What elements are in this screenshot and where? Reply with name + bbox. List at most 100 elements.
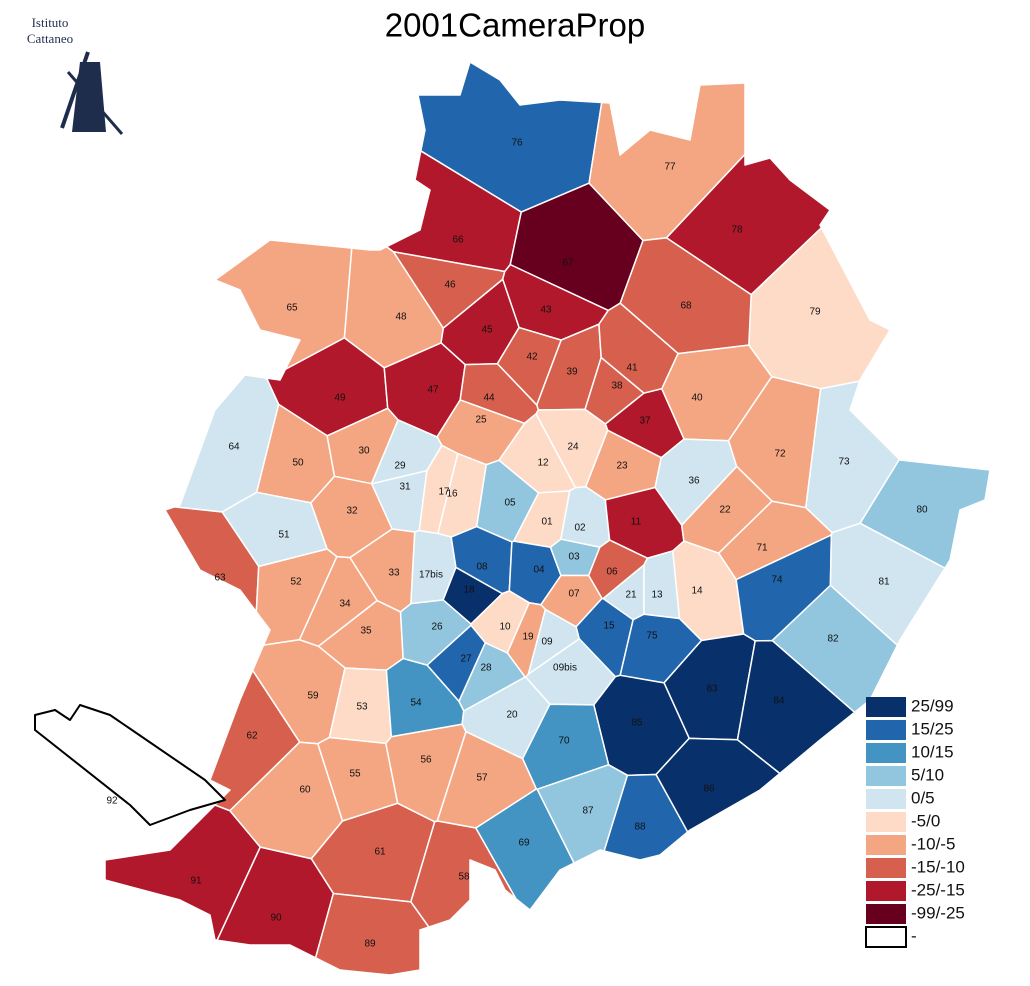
- legend-label: -25/-15: [911, 880, 965, 899]
- zone-label: 17bis: [419, 570, 443, 581]
- zone-label: 77: [664, 162, 676, 173]
- zone-label: 14: [691, 586, 703, 597]
- zone-label: 21: [625, 590, 637, 601]
- legend-swatch: [865, 926, 907, 948]
- zone-label: 70: [558, 736, 570, 747]
- zone-label: 23: [616, 461, 628, 472]
- map-title: 2001CameraProp: [385, 7, 646, 44]
- zone-label: 92: [106, 796, 118, 807]
- zone-label: 56: [420, 755, 432, 766]
- legend-label: -10/-5: [911, 834, 955, 853]
- zone-label: 68: [680, 301, 692, 312]
- zone-label: 37: [639, 416, 651, 427]
- zone-label: 65: [286, 303, 298, 314]
- legend-swatch: [866, 835, 906, 855]
- zone: [417, 61, 603, 213]
- zone-label: 09: [541, 637, 553, 648]
- logo-blade: [66, 71, 124, 135]
- logo-text: Istituto: [32, 15, 69, 30]
- zone-label: 50: [292, 458, 304, 469]
- legend-swatch: [866, 812, 906, 832]
- zone-label: 08: [476, 562, 488, 573]
- zone-label: 43: [540, 305, 552, 316]
- zone-label: 10: [499, 622, 511, 633]
- zone-label: 20: [506, 710, 518, 721]
- legend-swatch: [866, 743, 906, 763]
- zone: [104, 804, 261, 942]
- zone-label: 33: [388, 568, 400, 579]
- legend-swatch: [866, 697, 906, 717]
- zone-label: 52: [290, 577, 302, 588]
- legend-label: 10/15: [911, 742, 954, 761]
- zone-label: 49: [334, 393, 346, 404]
- zone-label: 89: [364, 939, 376, 950]
- zone-label: 79: [809, 307, 821, 318]
- zone-label: 85: [631, 718, 643, 729]
- zone-label: 67: [562, 258, 574, 269]
- zone-label: 39: [566, 367, 578, 378]
- zone-label: 69: [518, 838, 530, 849]
- zone-label: 25: [475, 415, 487, 426]
- logo-text: Cattaneo: [27, 31, 73, 46]
- legend-label: 25/99: [911, 696, 954, 715]
- zone-label: 47: [427, 385, 439, 396]
- legend-label: -15/-10: [911, 857, 965, 876]
- zone-label: 06: [606, 567, 618, 578]
- zone-label: 15: [603, 621, 615, 632]
- zone-label: 63: [214, 573, 226, 584]
- zone-label: 44: [483, 393, 495, 404]
- zones: [34, 61, 991, 976]
- zone-label: 02: [574, 523, 586, 534]
- zone-label: 62: [246, 731, 258, 742]
- zone-label: 58: [458, 872, 470, 883]
- zone-label: 83: [706, 684, 718, 695]
- legend-label: -99/-25: [911, 903, 965, 922]
- zone-label: 46: [444, 280, 456, 291]
- zone-label: 19: [522, 632, 534, 643]
- legend-swatch: [866, 881, 906, 901]
- zone-label: 24: [567, 442, 579, 453]
- zone-label: 05: [504, 498, 516, 509]
- zone-label: 88: [634, 822, 646, 833]
- zone-label: 29: [394, 461, 406, 472]
- zone-label: 18: [463, 585, 475, 596]
- zone-label: 03: [568, 552, 580, 563]
- zone-label: 64: [228, 442, 240, 453]
- zone-label: 28: [480, 663, 492, 674]
- legend-swatch: [866, 789, 906, 809]
- zone-label: 34: [339, 599, 351, 610]
- zone-label: 73: [838, 457, 850, 468]
- zone-label: 38: [611, 381, 623, 392]
- zone-label: 66: [452, 235, 464, 246]
- legend: 25/99 15/25 10/15 5/10 0/5 -5/0 -10/-5 -15/-10 -…: [865, 696, 965, 948]
- zone: [655, 737, 781, 833]
- logo-blade: [60, 51, 90, 129]
- legend-swatch: [866, 904, 906, 924]
- zone-label: 60: [299, 785, 311, 796]
- logo: Istituto Cattaneo: [27, 15, 124, 135]
- zone-label: 41: [626, 363, 638, 374]
- zone: [475, 788, 575, 911]
- zone-label: 72: [774, 449, 786, 460]
- zone-label: 61: [374, 847, 386, 858]
- zone-label: 48: [395, 312, 407, 323]
- legend-label: 15/25: [911, 719, 954, 738]
- zone: [34, 704, 226, 826]
- zone: [314, 892, 430, 976]
- zone-label: 81: [878, 577, 890, 588]
- zone-label: 32: [346, 506, 358, 517]
- zone-label: 36: [688, 476, 700, 487]
- zone-label: 12: [537, 458, 549, 469]
- zone-label: 01: [541, 517, 553, 528]
- zone-label: 45: [481, 325, 493, 336]
- zone-label: 51: [278, 530, 290, 541]
- zone-label: 17: [438, 487, 450, 498]
- zone-label: 90: [270, 913, 282, 924]
- zone-label: 75: [646, 631, 658, 642]
- zone-label: 86: [703, 784, 715, 795]
- legend-swatch: [866, 766, 906, 786]
- zone: [216, 846, 335, 959]
- zone-label: 54: [410, 698, 422, 709]
- legend-label: 5/10: [911, 765, 944, 784]
